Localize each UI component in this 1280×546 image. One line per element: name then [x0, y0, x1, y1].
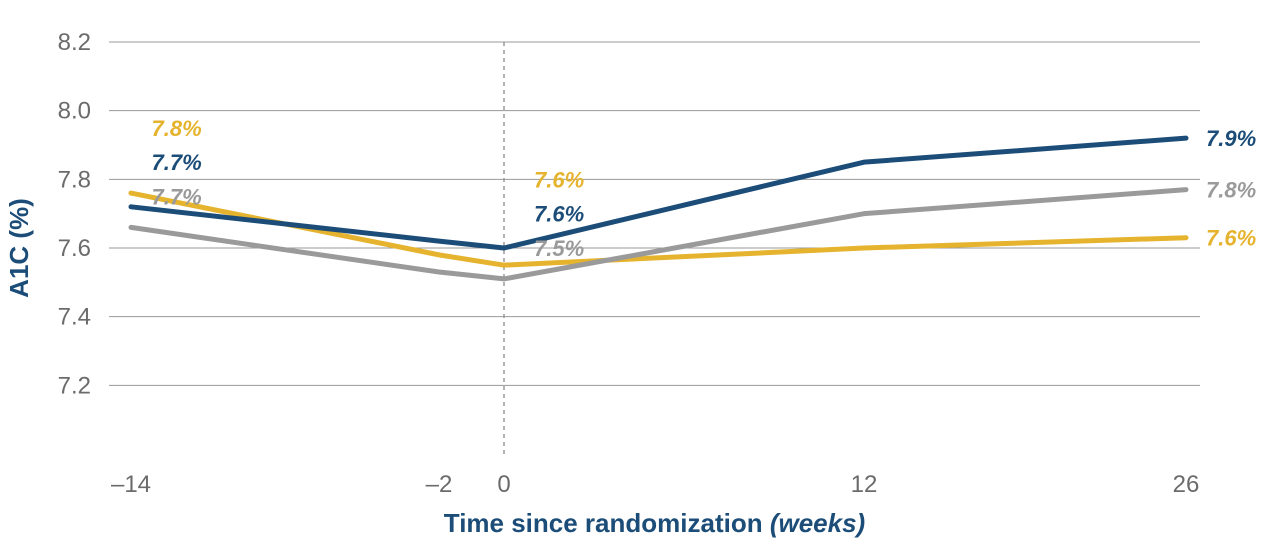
y-tick-label: 7.8	[58, 166, 91, 193]
y-tick-label: 7.2	[58, 372, 91, 399]
y-tick-label: 7.4	[58, 304, 91, 331]
data-label-mid: 7.6%	[534, 202, 584, 227]
x-axis-label: Time since randomization (weeks)	[444, 508, 865, 538]
y-tick-label: 8.2	[58, 29, 91, 56]
data-label-mid: 7.6%	[534, 167, 584, 192]
y-tick-label: 8.0	[58, 98, 91, 125]
x-tick-label: 26	[1173, 471, 1200, 498]
a1c-line-chart: 7.2 7.4 7.6 7.8 8.0 8.2 –14 –2 0 12 26 7.8% 7.7% 7.7%…	[0, 0, 1280, 546]
data-label-mid: 7.5%	[534, 236, 584, 261]
data-label-end: 7.6%	[1206, 226, 1256, 251]
data-label-end: 7.9%	[1206, 126, 1256, 151]
data-label-start: 7.8%	[152, 116, 202, 141]
chart-bg	[0, 0, 1280, 546]
y-tick-label: 7.6	[58, 235, 91, 262]
x-tick-label: 12	[851, 471, 878, 498]
chart-svg: 7.2 7.4 7.6 7.8 8.0 8.2 –14 –2 0 12 26 7.8% 7.7% 7.7%…	[0, 0, 1280, 546]
x-tick-label: –2	[426, 471, 453, 498]
data-label-start: 7.7%	[152, 185, 202, 210]
data-label-start: 7.7%	[152, 150, 202, 175]
y-axis-label: A1C (%)	[4, 198, 34, 298]
x-tick-label: –14	[111, 471, 151, 498]
data-label-end: 7.8%	[1206, 178, 1256, 203]
x-tick-label: 0	[497, 471, 510, 498]
